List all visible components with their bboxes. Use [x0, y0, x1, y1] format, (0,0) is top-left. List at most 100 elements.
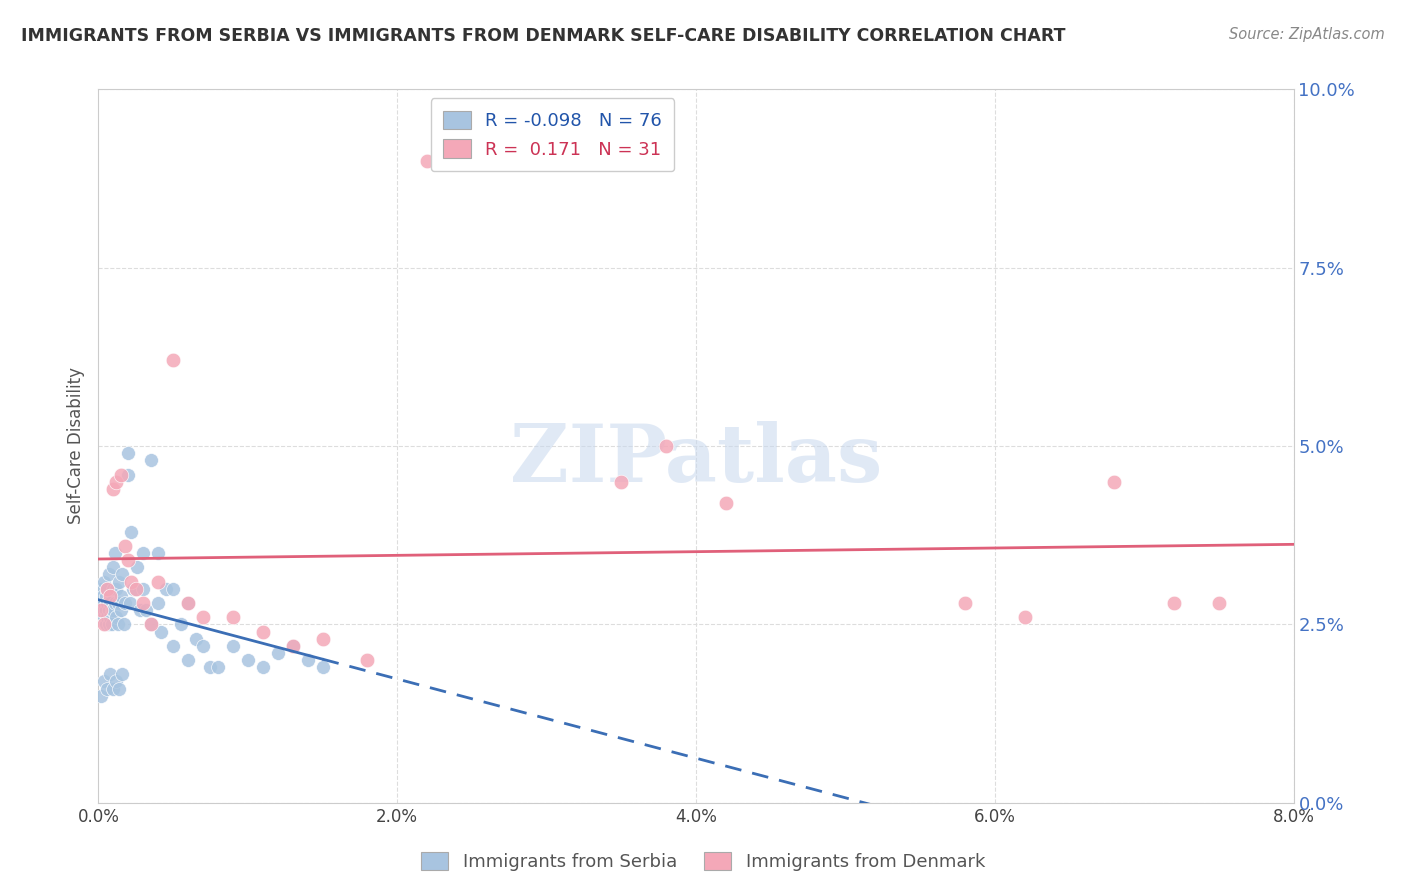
Point	[110, 467, 132, 482]
Y-axis label: Self-Care Disability: Self-Care Disability	[67, 368, 86, 524]
Point	[127, 560, 149, 574]
Point	[162, 582, 184, 596]
Point	[125, 582, 148, 596]
Point	[267, 646, 290, 660]
Point	[1208, 596, 1230, 610]
Point	[96, 582, 118, 596]
Point	[98, 589, 122, 603]
Point	[120, 524, 142, 539]
Point	[111, 567, 134, 582]
Point	[110, 603, 132, 617]
Point	[1163, 596, 1185, 610]
Point	[96, 681, 118, 696]
Point	[953, 596, 976, 610]
Point	[281, 639, 304, 653]
Text: Source: ZipAtlas.com: Source: ZipAtlas.com	[1229, 27, 1385, 42]
Point	[94, 603, 117, 617]
Point	[125, 582, 148, 596]
Point	[103, 681, 125, 696]
Point	[104, 546, 127, 560]
Legend: Immigrants from Serbia, Immigrants from Denmark: Immigrants from Serbia, Immigrants from …	[413, 845, 993, 879]
Point	[222, 639, 245, 653]
Point	[252, 624, 274, 639]
Point	[281, 639, 304, 653]
Point	[148, 546, 170, 560]
Point	[93, 610, 115, 624]
Point	[356, 653, 378, 667]
Point	[101, 603, 124, 617]
Point	[132, 596, 155, 610]
Point	[94, 617, 117, 632]
Point	[93, 574, 115, 589]
Point	[148, 574, 170, 589]
Point	[97, 567, 120, 582]
Point	[162, 353, 184, 368]
Point	[117, 553, 139, 567]
Point	[177, 596, 200, 610]
Point	[90, 603, 112, 617]
Point	[110, 589, 132, 603]
Point	[103, 603, 125, 617]
Point	[416, 153, 439, 168]
Point	[96, 610, 118, 624]
Point	[610, 475, 633, 489]
Point	[129, 603, 152, 617]
Point	[105, 475, 128, 489]
Point	[96, 596, 118, 610]
Point	[121, 582, 143, 596]
Point	[1102, 475, 1125, 489]
Point	[177, 596, 200, 610]
Point	[222, 610, 245, 624]
Point	[91, 589, 114, 603]
Point	[297, 653, 319, 667]
Point	[139, 617, 162, 632]
Point	[311, 632, 333, 646]
Point	[114, 539, 136, 553]
Point	[96, 582, 118, 596]
Point	[132, 546, 155, 560]
Point	[98, 596, 122, 610]
Point	[94, 589, 117, 603]
Point	[90, 689, 112, 703]
Point	[114, 596, 136, 610]
Text: IMMIGRANTS FROM SERBIA VS IMMIGRANTS FROM DENMARK SELF-CARE DISABILITY CORRELATI: IMMIGRANTS FROM SERBIA VS IMMIGRANTS FRO…	[21, 27, 1066, 45]
Point	[90, 582, 112, 596]
Point	[135, 603, 157, 617]
Point	[107, 617, 129, 632]
Point	[714, 496, 737, 510]
Point	[139, 453, 162, 467]
Point	[105, 674, 128, 689]
Point	[107, 596, 129, 610]
Point	[98, 667, 122, 681]
Point	[108, 574, 131, 589]
Point	[184, 632, 207, 646]
Point	[1014, 610, 1036, 624]
Point	[139, 617, 162, 632]
Point	[93, 674, 115, 689]
Point	[91, 603, 114, 617]
Point	[105, 582, 128, 596]
Point	[103, 482, 125, 496]
Point	[108, 681, 131, 696]
Point	[311, 660, 333, 674]
Point	[98, 610, 122, 624]
Point	[150, 624, 173, 639]
Point	[89, 596, 111, 610]
Point	[120, 574, 142, 589]
Point	[169, 617, 191, 632]
Point	[104, 596, 127, 610]
Point	[118, 596, 141, 610]
Point	[103, 582, 125, 596]
Point	[103, 560, 125, 574]
Point	[155, 582, 177, 596]
Point	[177, 653, 200, 667]
Point	[191, 610, 214, 624]
Point	[93, 596, 115, 610]
Point	[97, 603, 120, 617]
Point	[200, 660, 222, 674]
Point	[117, 467, 139, 482]
Point	[191, 639, 214, 653]
Point	[236, 653, 259, 667]
Point	[111, 667, 134, 681]
Point	[132, 582, 155, 596]
